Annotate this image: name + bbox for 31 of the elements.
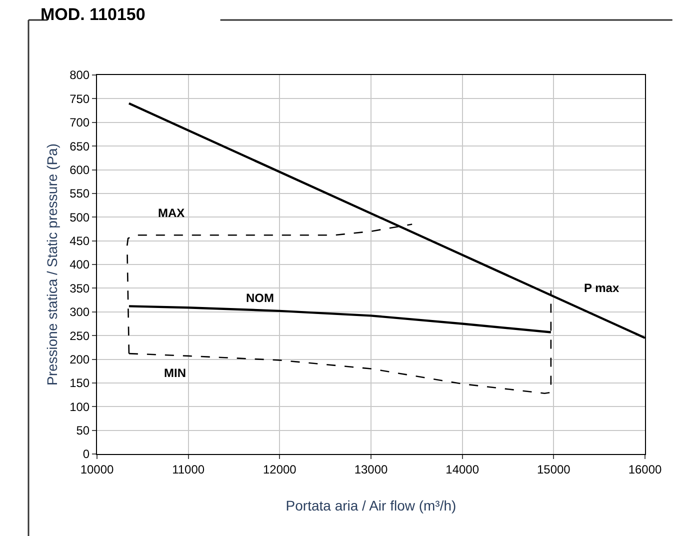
y-tick-label: 500 [70,210,90,224]
y-tick-label: 800 [70,68,90,82]
series-label: MIN [164,366,186,380]
series-label: MAX [158,206,185,220]
x-tick-label: 13000 [354,462,388,476]
y-tick-label: 100 [70,400,90,414]
x-tick-label: 11000 [172,462,205,476]
y-tick-label: 600 [70,162,90,177]
y-tick-label: 0 [82,447,90,462]
y-axis-title: Pressione statica / Static pressure (Pa) [44,144,60,386]
y-tick-label: 400 [70,258,90,272]
y-tick-label: 150 [70,376,90,390]
x-axis-title: Portata aria / Air flow (m³/h) [286,498,456,514]
x-tick-label: 12000 [262,462,297,476]
y-tick-label: 750 [70,92,90,106]
y-tick-label: 700 [70,116,90,130]
y-tick-label: 450 [70,234,90,248]
x-tick-label: 16000 [628,462,662,476]
x-tick-label: 10000 [80,462,114,476]
x-tick-label: 15000 [536,462,571,476]
series-label: P max [584,281,620,295]
y-tick-label: 200 [70,352,90,366]
y-tick-label: 300 [70,305,90,320]
y-tick-label: 50 [76,424,90,438]
y-tick-label: 550 [70,186,90,201]
series-label: NOM [246,291,274,305]
chart-title: MOD. 110150 [40,4,146,24]
y-tick-label: 250 [70,328,90,343]
y-tick-label: 650 [70,139,90,154]
x-tick-label: 14000 [446,462,480,476]
y-tick-label: 350 [70,281,90,296]
